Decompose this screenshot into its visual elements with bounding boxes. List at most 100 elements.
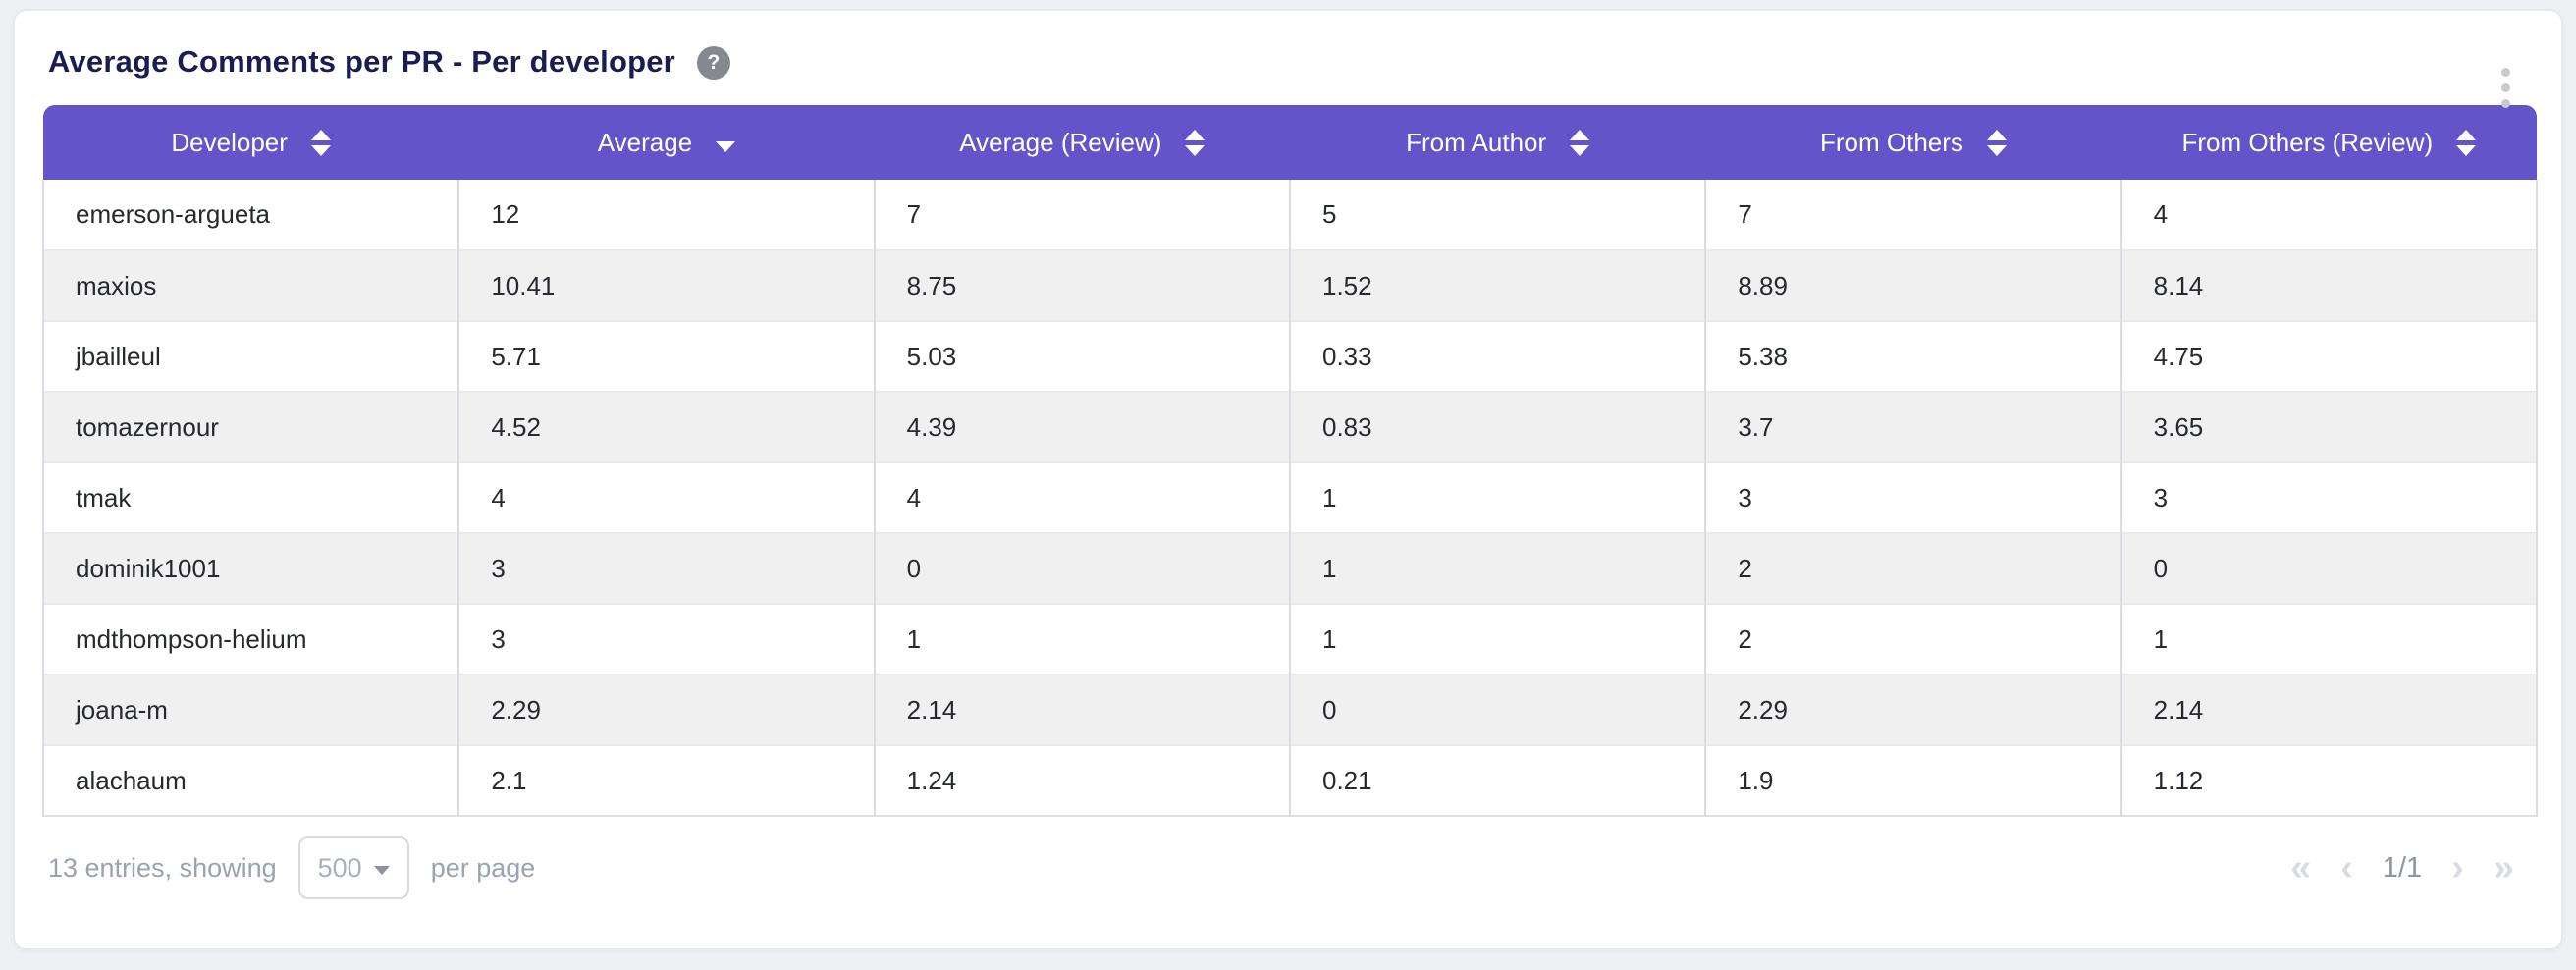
title-wrap: Average Comments per PR - Per developer …: [48, 44, 730, 80]
value-cell: 2: [1704, 533, 2121, 604]
sort-both-icon[interactable]: [1570, 129, 1590, 156]
value-cell: 0: [2120, 533, 2539, 604]
column-header-from-others[interactable]: From Others: [1705, 105, 2121, 180]
developer-comments-table: Developer Average Average (Review) From Aut…: [41, 105, 2539, 817]
sort-both-icon[interactable]: [2456, 129, 2477, 156]
developer-cell: maxios: [41, 250, 459, 321]
last-page-button[interactable]: »: [2493, 847, 2514, 889]
value-cell: 0.33: [1288, 321, 1706, 392]
table-row: alachaum 2.1 1.24 0.21 1.9 1.12: [41, 745, 2539, 816]
footer-left: 13 entries, showing 500 per page: [48, 836, 535, 899]
value-cell: 8.75: [873, 250, 1290, 321]
entries-count-text: 13 entries, showing: [48, 852, 277, 883]
value-cell: 4.52: [457, 392, 875, 462]
pagination: « ‹ 1/1 › »: [2290, 849, 2514, 887]
column-header-average-review[interactable]: Average (Review): [874, 105, 1290, 180]
developer-cell: alachaum: [41, 745, 459, 816]
next-page-button[interactable]: ›: [2451, 847, 2464, 889]
column-header-label: Average (Review): [959, 127, 1162, 157]
table-header-row: Developer Average Average (Review) From Aut…: [43, 105, 2537, 180]
value-cell: 3: [457, 533, 875, 604]
card-header: Average Comments per PR - Per developer …: [42, 40, 2534, 108]
column-header-label: Average: [597, 127, 693, 157]
sort-both-icon[interactable]: [310, 129, 331, 156]
value-cell: 1.9: [1704, 745, 2121, 816]
previous-page-button[interactable]: ‹: [2340, 847, 2353, 889]
table-row: emerson-argueta 12 7 5 7 4: [41, 180, 2539, 250]
column-header-average[interactable]: Average: [458, 105, 875, 180]
table-row: dominik1001 3 0 1 2 0: [41, 533, 2539, 604]
value-cell: 0: [873, 533, 1290, 604]
developer-cell: tmak: [41, 462, 459, 533]
sort-descending-icon[interactable]: [716, 140, 736, 152]
developer-cell: mdthompson-helium: [41, 604, 459, 674]
column-header-from-others-review[interactable]: From Others (Review): [2120, 105, 2537, 180]
value-cell: 5.03: [873, 321, 1290, 392]
value-cell: 7: [873, 180, 1290, 250]
developer-cell: tomazernour: [41, 392, 459, 462]
page-size-value: 500: [317, 852, 362, 883]
value-cell: 4.75: [2120, 321, 2539, 392]
value-cell: 3: [1704, 462, 2121, 533]
table-row: mdthompson-helium 3 1 1 2 1: [41, 604, 2539, 674]
developer-cell: emerson-argueta: [41, 180, 459, 250]
value-cell: 2.1: [457, 745, 875, 816]
value-cell: 0.83: [1288, 392, 1706, 462]
value-cell: 8.14: [2120, 250, 2539, 321]
widget-card: Average Comments per PR - Per developer …: [13, 9, 2563, 950]
value-cell: 12: [457, 180, 875, 250]
value-cell: 0.21: [1288, 745, 1706, 816]
developer-cell: jbailleul: [41, 321, 459, 392]
page-title: Average Comments per PR - Per developer: [48, 44, 675, 79]
sort-both-icon[interactable]: [1185, 129, 1206, 156]
value-cell: 10.41: [457, 250, 875, 321]
column-header-from-author[interactable]: From Author: [1289, 105, 1706, 180]
value-cell: 2: [1704, 604, 2121, 674]
table-row: joana-m 2.29 2.14 0 2.29 2.14: [41, 674, 2539, 745]
table-row: tomazernour 4.52 4.39 0.83 3.7 3.65: [41, 392, 2539, 462]
value-cell: 5.38: [1704, 321, 2121, 392]
value-cell: 2.29: [457, 674, 875, 745]
sort-both-icon[interactable]: [1986, 129, 2007, 156]
developer-cell: dominik1001: [41, 533, 459, 604]
help-icon[interactable]: ?: [696, 46, 730, 80]
table-body: emerson-argueta 12 7 5 7 4 maxios 10.41 8.75 1.52…: [41, 180, 2539, 816]
value-cell: 1.52: [1288, 250, 1706, 321]
value-cell: 2.14: [2120, 674, 2539, 745]
column-header-developer[interactable]: Developer: [43, 105, 459, 180]
first-page-button[interactable]: «: [2290, 847, 2312, 889]
column-header-label: Developer: [171, 127, 288, 157]
table-footer: 13 entries, showing 500 per page « ‹ 1/1…: [42, 817, 2534, 925]
value-cell: 3.65: [2120, 392, 2539, 462]
table-row: jbailleul 5.71 5.03 0.33 5.38 4.75: [41, 321, 2539, 392]
value-cell: 7: [1704, 180, 2121, 250]
value-cell: 5: [1288, 180, 1706, 250]
kebab-menu-icon[interactable]: [2494, 58, 2518, 118]
column-header-label: From Author: [1406, 127, 1547, 157]
value-cell: 8.89: [1704, 250, 2121, 321]
value-cell: 5.71: [457, 321, 875, 392]
value-cell: 1: [1288, 533, 1706, 604]
value-cell: 3: [2120, 462, 2539, 533]
column-header-label: From Others (Review): [2181, 127, 2434, 157]
value-cell: 2.29: [1704, 674, 2121, 745]
value-cell: 4: [873, 462, 1290, 533]
caret-down-icon: [373, 865, 390, 875]
table-row: tmak 4 4 1 3 3: [41, 462, 2539, 533]
page-indicator: 1/1: [2382, 851, 2423, 884]
value-cell: 1: [2120, 604, 2539, 674]
value-cell: 3: [457, 604, 875, 674]
page-size-select[interactable]: 500: [297, 836, 409, 899]
value-cell: 1: [1288, 604, 1706, 674]
value-cell: 3.7: [1704, 392, 2121, 462]
value-cell: 4.39: [873, 392, 1290, 462]
column-header-label: From Others: [1820, 127, 1963, 157]
table-row: maxios 10.41 8.75 1.52 8.89 8.14: [41, 250, 2539, 321]
table-header: Developer Average Average (Review) From Aut…: [43, 105, 2537, 180]
value-cell: 4: [457, 462, 875, 533]
value-cell: 2.14: [873, 674, 1290, 745]
value-cell: 0: [1288, 674, 1706, 745]
value-cell: 1.24: [873, 745, 1290, 816]
value-cell: 1: [873, 604, 1290, 674]
value-cell: 1.12: [2120, 745, 2539, 816]
